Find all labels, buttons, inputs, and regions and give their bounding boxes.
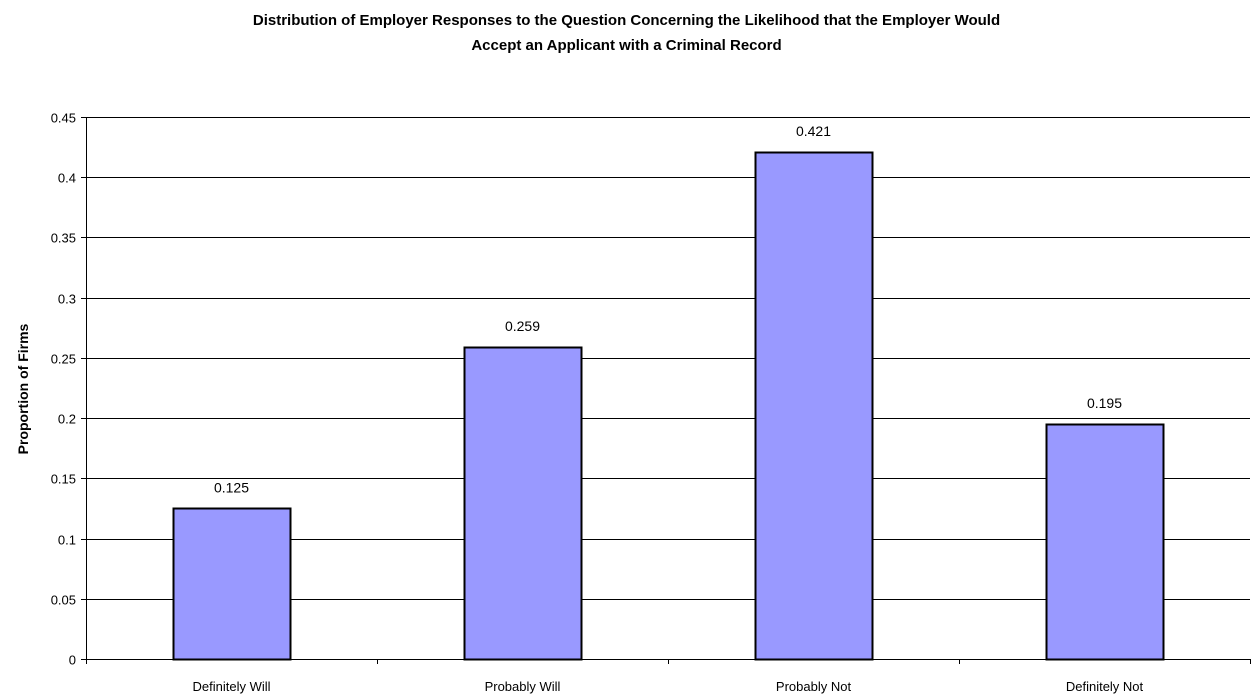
- y-tick-label: 0.05: [51, 593, 76, 608]
- y-tick-label: 0.3: [58, 292, 76, 307]
- chart-title-line-2: Accept an Applicant with a Criminal Reco…: [471, 37, 782, 54]
- x-tick-label: Probably Will: [485, 679, 561, 694]
- y-tick-label: 0.15: [51, 472, 76, 487]
- chart-title-line-1: Distribution of Employer Responses to th…: [252, 12, 1001, 29]
- bar: [463, 346, 583, 661]
- bars: [172, 151, 1165, 661]
- y-tick-label: 0.45: [51, 111, 76, 126]
- y-tick-label: 0: [69, 653, 76, 668]
- x-tick-label: Probably Not: [776, 679, 852, 694]
- bar: [172, 507, 292, 661]
- data-label: 0.125: [214, 479, 249, 495]
- x-tick-label: Definitely Will: [192, 679, 270, 694]
- data-label: 0.259: [505, 318, 540, 334]
- y-tick-label: 0.25: [51, 352, 76, 367]
- y-tick-label: 0.35: [51, 231, 76, 246]
- y-axis-title: Proportion of Firms: [15, 323, 31, 454]
- data-label: 0.195: [1087, 395, 1122, 411]
- labels: 0 0.05 0.1 0.15 0.2 0.25 0.3 0.35 0.4 0.45 0.125 De…: [51, 111, 1144, 695]
- y-tick-label: 0.2: [58, 412, 76, 427]
- chart-title: Distribution of Employer Responses to th…: [0, 8, 1253, 58]
- data-label: 0.421: [796, 123, 831, 139]
- bar: [1045, 423, 1165, 661]
- bar: [754, 151, 874, 661]
- y-tick-label: 0.1: [58, 533, 76, 548]
- x-tick-label: Definitely Not: [1066, 679, 1144, 694]
- y-tick-label: 0.4: [58, 171, 76, 186]
- axes: [81, 117, 1251, 664]
